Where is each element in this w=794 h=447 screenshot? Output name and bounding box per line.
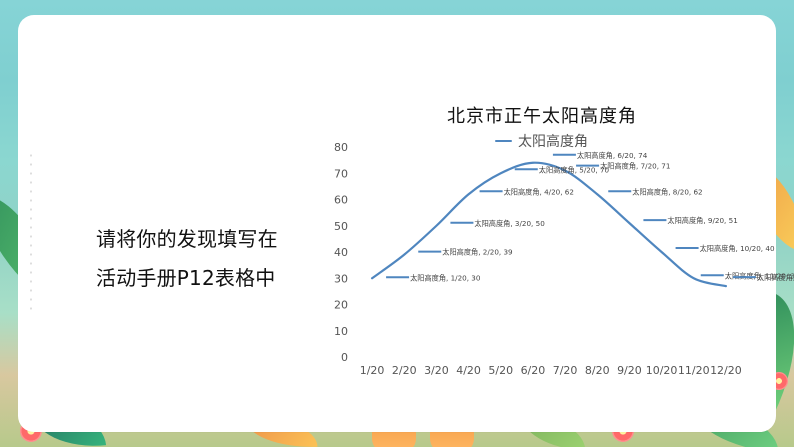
- x-tick-label: 3/20: [424, 364, 449, 377]
- x-tick-label: 10/20: [646, 364, 678, 377]
- line-chart: 0 10 20 30 40 50 60 70 80 1/20 2/20 3/20 4/20 5/20 6/2…: [334, 141, 794, 377]
- x-tick-label: 2/20: [392, 364, 417, 377]
- y-tick-label: 30: [334, 272, 348, 285]
- data-label: 太阳高度角, 10/20, 40: [700, 244, 775, 253]
- y-tick-label: 60: [334, 194, 348, 207]
- y-tick-label: 70: [334, 167, 348, 180]
- x-tick-label: 7/20: [553, 364, 578, 377]
- data-label: 太阳高度角, 4/20, 62: [504, 187, 574, 196]
- data-label: 太阳高度角, 5/20, 70: [539, 165, 610, 174]
- data-label: 太阳高度角, 6/20, 74: [577, 151, 648, 160]
- series-line: [370, 161, 728, 288]
- data-label: 太阳高度角, 3/20, 50: [474, 219, 545, 228]
- x-tick-label: 12/20: [710, 364, 742, 377]
- dotted-divider: [29, 151, 33, 315]
- y-tick-label: 20: [334, 299, 348, 312]
- chart-container: 北京市正午太阳高度角 太阳高度角 0 10 20 30 40 50 60 70 80 1/20 2/…: [325, 99, 794, 386]
- data-label: 太阳高度角, 11/20, 30: [725, 271, 794, 280]
- data-label: 太阳高度角, 8/20, 62: [632, 187, 702, 196]
- y-tick-label: 10: [334, 325, 348, 338]
- x-tick-label: 1/20: [360, 364, 385, 377]
- x-tick-label: 5/20: [488, 364, 513, 377]
- chart-title: 北京市正午太阳高度角: [447, 106, 637, 127]
- legend-label: 太阳高度角: [518, 134, 588, 150]
- data-label: 太阳高度角, 9/20, 51: [667, 216, 737, 225]
- y-tick-label: 40: [334, 246, 348, 259]
- data-label: 太阳高度角, 12/20, 27: [757, 273, 794, 282]
- data-label: 太阳高度角, 2/20, 39: [442, 248, 513, 257]
- x-tick-label: 11/20: [678, 364, 710, 377]
- x-tick-label: 6/20: [521, 364, 546, 377]
- instruction-text: 请将你的发现填写在 活动手册P12表格中: [96, 220, 296, 298]
- instruction-line-2: 活动手册P12表格中: [96, 266, 276, 290]
- data-label: 太阳高度角, 1/20, 30: [410, 273, 481, 282]
- legend-line-icon: [495, 140, 512, 142]
- y-tick-label: 50: [334, 220, 348, 233]
- instruction-line-1: 请将你的发现填写在: [96, 227, 278, 251]
- y-tick-label: 80: [334, 141, 348, 154]
- data-label: 太阳高度角, 7/20, 71: [600, 162, 670, 171]
- x-tick-label: 8/20: [585, 364, 610, 377]
- chart-legend: 太阳高度角: [495, 132, 588, 150]
- x-tick-label: 4/20: [456, 364, 481, 377]
- y-tick-label: 0: [341, 351, 348, 364]
- x-tick-label: 9/20: [617, 364, 642, 377]
